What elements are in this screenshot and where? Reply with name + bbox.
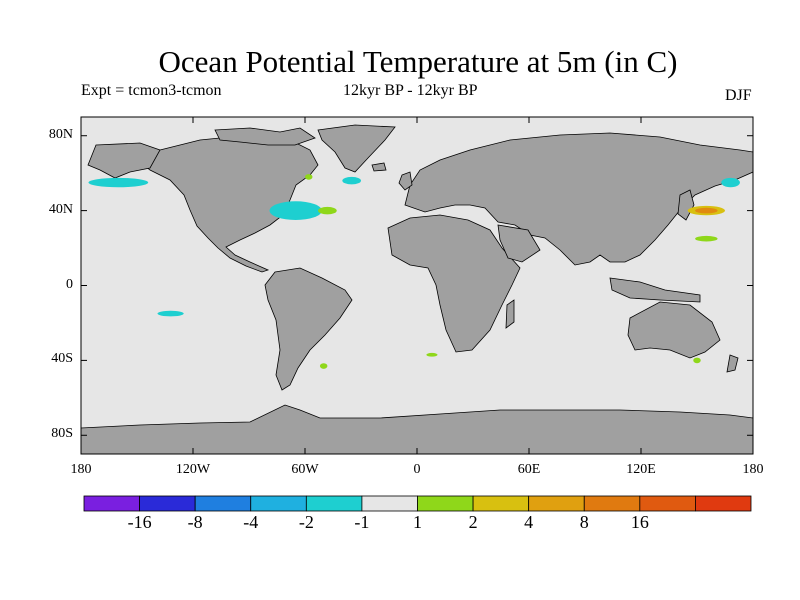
lon-tick-label: 0 [413, 462, 421, 477]
anomaly-layer [88, 174, 740, 369]
colorbar [83, 495, 752, 512]
colorbar-label: -2 [298, 512, 314, 532]
lon-tick-label: 120E [626, 462, 656, 477]
colorbar-swatch [194, 495, 252, 512]
lat-tick-label: 80N [48, 126, 73, 142]
anomaly-indian-ocean-warm [426, 352, 438, 357]
colorbar-swatch [250, 495, 307, 512]
colorbar-swatch [139, 495, 196, 512]
anomaly-pacific-warm-lower [695, 235, 718, 242]
land-alaska [87, 142, 161, 179]
land-british-isles [398, 171, 413, 191]
anomaly-greenland-warm [305, 174, 313, 180]
land-eurasia [404, 132, 753, 266]
colorbar-swatch [583, 495, 641, 512]
colorbar-swatch [417, 495, 474, 512]
lon-tick-label: 180 [70, 462, 92, 477]
anomaly-south-pacific-cold [157, 310, 184, 317]
colorbar-label: -16 [127, 512, 152, 532]
land-antarctica [81, 404, 753, 454]
colorbar-swatch [639, 495, 696, 512]
lon-tick-label: 60E [517, 462, 541, 477]
land-iceland [371, 162, 387, 172]
land-australia [627, 301, 721, 359]
lon-tick-label: 180 [742, 462, 764, 477]
anomaly-north-atlantic-warm [318, 206, 337, 215]
colorbar-label: 4 [524, 512, 534, 532]
season-label: DJF [725, 87, 752, 104]
colorbar-label: 1 [413, 512, 422, 532]
land-north-america [137, 134, 319, 273]
land-new-zealand [726, 354, 739, 373]
colorbar-swatch [83, 495, 140, 512]
lat-tick-label: 40N [48, 201, 73, 217]
land-layer [81, 124, 753, 454]
colorbar-swatch [361, 495, 418, 512]
colorbar-swatch [528, 495, 585, 512]
anomaly-labrador-cold [342, 176, 361, 185]
lat-tick-label: 40S [51, 351, 73, 367]
anomaly-kuroshio-warm-core [695, 207, 718, 214]
anomaly-north-pacific-cold-east [721, 177, 740, 188]
colorbar-swatch [695, 495, 752, 512]
colorbar-label: 8 [579, 512, 589, 532]
experiment-label: Expt = tcmon3-tcmon [81, 82, 222, 99]
land-arctic-islands [214, 127, 316, 146]
land-greenland [317, 124, 396, 173]
lon-tick-label: 60W [291, 462, 319, 477]
land-arabia [497, 224, 541, 263]
colorbar-label: -1 [354, 512, 370, 532]
lon-tick-label: 120W [175, 462, 211, 477]
lat-tick-label: 80S [51, 426, 73, 442]
tick-layer [80, 117, 754, 454]
lat-tick-label: 0 [66, 276, 73, 292]
land-africa [387, 214, 521, 353]
anomaly-north-atlantic-cold-ring [269, 201, 322, 220]
anomaly-north-pacific-cold-west [88, 177, 149, 188]
colorbar-label: 2 [468, 512, 478, 532]
colorbar-label: -8 [187, 512, 203, 532]
anomaly-tasman-warm [693, 357, 701, 364]
land-south-america [264, 267, 353, 391]
colorbar-swatch [305, 495, 363, 512]
map-title: Ocean Potential Temperature at 5m (in C) [158, 44, 678, 79]
anomaly-south-atlantic-warm [319, 363, 328, 369]
period-label: 12kyr BP - 12kyr BP [343, 82, 478, 99]
colorbar-swatch [472, 495, 530, 512]
land-madagascar [505, 299, 515, 329]
land-maritime-continent [609, 277, 701, 303]
colorbar-label: 16 [630, 512, 649, 532]
colorbar-label: -4 [243, 512, 259, 532]
